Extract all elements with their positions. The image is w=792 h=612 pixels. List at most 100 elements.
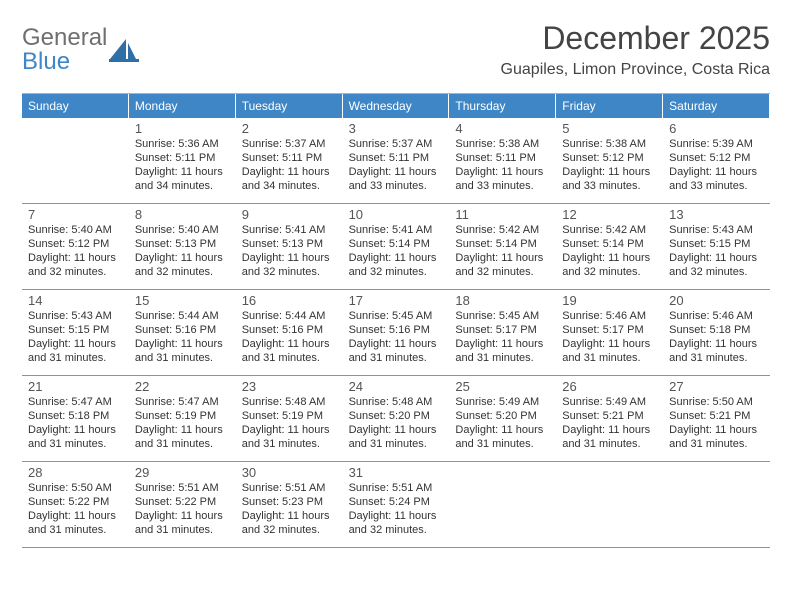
sunset-text: Sunset: 5:15 PM bbox=[28, 324, 123, 338]
day-number: 8 bbox=[135, 207, 230, 223]
daylight-text: Daylight: 11 hours and 32 minutes. bbox=[562, 252, 657, 280]
day-number: 7 bbox=[28, 207, 123, 223]
sunset-text: Sunset: 5:21 PM bbox=[562, 410, 657, 424]
day-cell-21: 21Sunrise: 5:47 AMSunset: 5:18 PMDayligh… bbox=[22, 376, 129, 462]
daylight-text: Daylight: 11 hours and 31 minutes. bbox=[349, 338, 444, 366]
day-number: 10 bbox=[349, 207, 444, 223]
day-cell-empty bbox=[449, 462, 556, 548]
day-cell-31: 31Sunrise: 5:51 AMSunset: 5:24 PMDayligh… bbox=[343, 462, 450, 548]
daylight-text: Daylight: 11 hours and 32 minutes. bbox=[349, 252, 444, 280]
sunset-text: Sunset: 5:17 PM bbox=[562, 324, 657, 338]
day-number: 14 bbox=[28, 293, 123, 309]
day-cell-14: 14Sunrise: 5:43 AMSunset: 5:15 PMDayligh… bbox=[22, 290, 129, 376]
day-cell-2: 2Sunrise: 5:37 AMSunset: 5:11 PMDaylight… bbox=[236, 118, 343, 204]
day-cell-19: 19Sunrise: 5:46 AMSunset: 5:17 PMDayligh… bbox=[556, 290, 663, 376]
daylight-text: Daylight: 11 hours and 33 minutes. bbox=[349, 166, 444, 194]
day-number: 23 bbox=[242, 379, 337, 395]
day-cell-11: 11Sunrise: 5:42 AMSunset: 5:14 PMDayligh… bbox=[449, 204, 556, 290]
day-cell-23: 23Sunrise: 5:48 AMSunset: 5:19 PMDayligh… bbox=[236, 376, 343, 462]
sunrise-text: Sunrise: 5:38 AM bbox=[455, 138, 550, 152]
day-number: 24 bbox=[349, 379, 444, 395]
sunrise-text: Sunrise: 5:36 AM bbox=[135, 138, 230, 152]
daylight-text: Daylight: 11 hours and 31 minutes. bbox=[242, 338, 337, 366]
sunset-text: Sunset: 5:16 PM bbox=[349, 324, 444, 338]
day-cell-3: 3Sunrise: 5:37 AMSunset: 5:11 PMDaylight… bbox=[343, 118, 450, 204]
day-cell-20: 20Sunrise: 5:46 AMSunset: 5:18 PMDayligh… bbox=[663, 290, 770, 376]
day-cell-5: 5Sunrise: 5:38 AMSunset: 5:12 PMDaylight… bbox=[556, 118, 663, 204]
day-number: 19 bbox=[562, 293, 657, 309]
sunrise-text: Sunrise: 5:46 AM bbox=[562, 310, 657, 324]
sunrise-text: Sunrise: 5:50 AM bbox=[669, 396, 764, 410]
daylight-text: Daylight: 11 hours and 33 minutes. bbox=[562, 166, 657, 194]
day-cell-9: 9Sunrise: 5:41 AMSunset: 5:13 PMDaylight… bbox=[236, 204, 343, 290]
day-number: 31 bbox=[349, 465, 444, 481]
day-number: 27 bbox=[669, 379, 764, 395]
sunset-text: Sunset: 5:20 PM bbox=[349, 410, 444, 424]
day-number: 25 bbox=[455, 379, 550, 395]
sunset-text: Sunset: 5:12 PM bbox=[562, 152, 657, 166]
sunrise-text: Sunrise: 5:51 AM bbox=[242, 482, 337, 496]
sunrise-text: Sunrise: 5:42 AM bbox=[562, 224, 657, 238]
daylight-text: Daylight: 11 hours and 31 minutes. bbox=[455, 338, 550, 366]
dayhead-saturday: Saturday bbox=[663, 94, 770, 118]
day-number: 1 bbox=[135, 121, 230, 137]
daylight-text: Daylight: 11 hours and 31 minutes. bbox=[455, 424, 550, 452]
daylight-text: Daylight: 11 hours and 32 minutes. bbox=[242, 510, 337, 538]
daylight-text: Daylight: 11 hours and 34 minutes. bbox=[135, 166, 230, 194]
day-cell-27: 27Sunrise: 5:50 AMSunset: 5:21 PMDayligh… bbox=[663, 376, 770, 462]
sunrise-text: Sunrise: 5:44 AM bbox=[135, 310, 230, 324]
sunset-text: Sunset: 5:17 PM bbox=[455, 324, 550, 338]
day-cell-26: 26Sunrise: 5:49 AMSunset: 5:21 PMDayligh… bbox=[556, 376, 663, 462]
day-cell-25: 25Sunrise: 5:49 AMSunset: 5:20 PMDayligh… bbox=[449, 376, 556, 462]
sunset-text: Sunset: 5:11 PM bbox=[242, 152, 337, 166]
day-cell-28: 28Sunrise: 5:50 AMSunset: 5:22 PMDayligh… bbox=[22, 462, 129, 548]
daylight-text: Daylight: 11 hours and 31 minutes. bbox=[28, 510, 123, 538]
sunset-text: Sunset: 5:22 PM bbox=[28, 496, 123, 510]
sunrise-text: Sunrise: 5:48 AM bbox=[242, 396, 337, 410]
sunset-text: Sunset: 5:20 PM bbox=[455, 410, 550, 424]
daylight-text: Daylight: 11 hours and 31 minutes. bbox=[135, 510, 230, 538]
daylight-text: Daylight: 11 hours and 33 minutes. bbox=[669, 166, 764, 194]
sunrise-text: Sunrise: 5:40 AM bbox=[135, 224, 230, 238]
day-number: 18 bbox=[455, 293, 550, 309]
sunrise-text: Sunrise: 5:43 AM bbox=[669, 224, 764, 238]
day-cell-13: 13Sunrise: 5:43 AMSunset: 5:15 PMDayligh… bbox=[663, 204, 770, 290]
sunrise-text: Sunrise: 5:47 AM bbox=[28, 396, 123, 410]
sunset-text: Sunset: 5:14 PM bbox=[455, 238, 550, 252]
daylight-text: Daylight: 11 hours and 32 minutes. bbox=[669, 252, 764, 280]
day-number: 5 bbox=[562, 121, 657, 137]
day-cell-16: 16Sunrise: 5:44 AMSunset: 5:16 PMDayligh… bbox=[236, 290, 343, 376]
day-cell-15: 15Sunrise: 5:44 AMSunset: 5:16 PMDayligh… bbox=[129, 290, 236, 376]
sunset-text: Sunset: 5:11 PM bbox=[135, 152, 230, 166]
day-cell-29: 29Sunrise: 5:51 AMSunset: 5:22 PMDayligh… bbox=[129, 462, 236, 548]
logo: General Blue bbox=[22, 26, 139, 74]
sunrise-text: Sunrise: 5:41 AM bbox=[349, 224, 444, 238]
day-number: 12 bbox=[562, 207, 657, 223]
sunset-text: Sunset: 5:13 PM bbox=[135, 238, 230, 252]
daylight-text: Daylight: 11 hours and 33 minutes. bbox=[455, 166, 550, 194]
sunrise-text: Sunrise: 5:43 AM bbox=[28, 310, 123, 324]
daylight-text: Daylight: 11 hours and 31 minutes. bbox=[669, 338, 764, 366]
day-cell-22: 22Sunrise: 5:47 AMSunset: 5:19 PMDayligh… bbox=[129, 376, 236, 462]
day-cell-17: 17Sunrise: 5:45 AMSunset: 5:16 PMDayligh… bbox=[343, 290, 450, 376]
daylight-text: Daylight: 11 hours and 32 minutes. bbox=[28, 252, 123, 280]
sunset-text: Sunset: 5:14 PM bbox=[562, 238, 657, 252]
sunset-text: Sunset: 5:19 PM bbox=[242, 410, 337, 424]
sunrise-text: Sunrise: 5:45 AM bbox=[455, 310, 550, 324]
sunrise-text: Sunrise: 5:42 AM bbox=[455, 224, 550, 238]
sunrise-text: Sunrise: 5:49 AM bbox=[455, 396, 550, 410]
sunrise-text: Sunrise: 5:51 AM bbox=[349, 482, 444, 496]
daylight-text: Daylight: 11 hours and 32 minutes. bbox=[455, 252, 550, 280]
sunrise-text: Sunrise: 5:47 AM bbox=[135, 396, 230, 410]
sunset-text: Sunset: 5:18 PM bbox=[669, 324, 764, 338]
sunrise-text: Sunrise: 5:37 AM bbox=[242, 138, 337, 152]
day-number: 29 bbox=[135, 465, 230, 481]
day-cell-empty bbox=[663, 462, 770, 548]
daylight-text: Daylight: 11 hours and 31 minutes. bbox=[562, 338, 657, 366]
sunrise-text: Sunrise: 5:51 AM bbox=[135, 482, 230, 496]
day-cell-empty bbox=[556, 462, 663, 548]
sunset-text: Sunset: 5:12 PM bbox=[669, 152, 764, 166]
logo-text-top: General bbox=[22, 26, 107, 50]
day-number: 13 bbox=[669, 207, 764, 223]
day-number: 4 bbox=[455, 121, 550, 137]
